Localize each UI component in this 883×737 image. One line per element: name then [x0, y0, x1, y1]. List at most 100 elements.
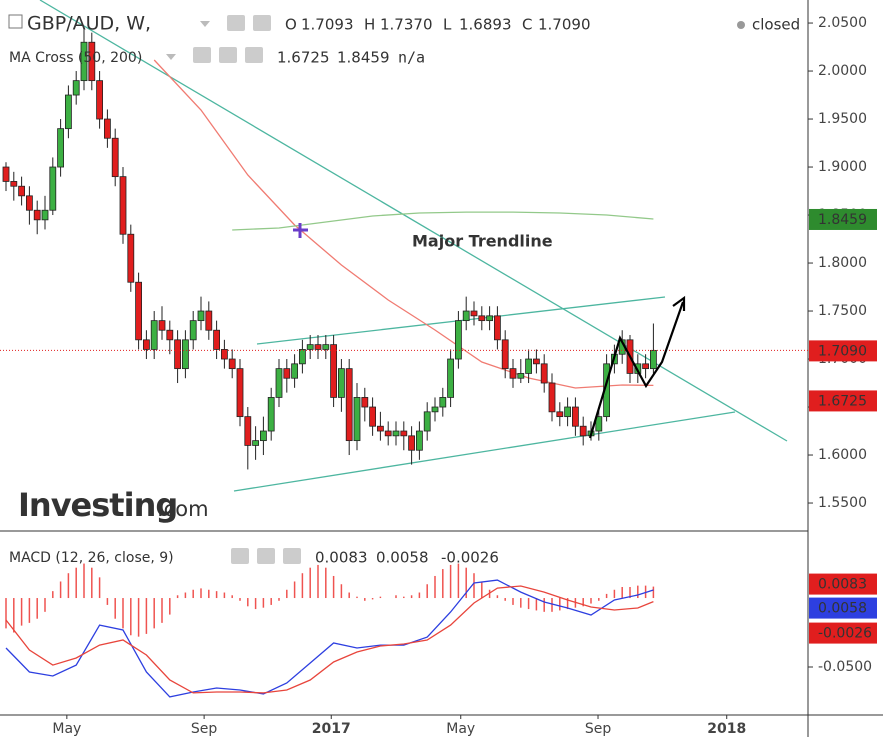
- icon[interactable]: [253, 15, 271, 31]
- annotation: Major Trendline: [412, 232, 553, 251]
- candle-body: [267, 397, 275, 432]
- candle-body: [361, 397, 369, 408]
- status-dot: [737, 21, 745, 29]
- ma-slow-reading: 1.8459: [337, 49, 390, 67]
- ohlc-key: O: [285, 16, 297, 34]
- candle-body: [509, 368, 517, 379]
- candle-body: [384, 430, 392, 437]
- candle-body: [275, 368, 283, 398]
- symbol: GBP/AUD, W,: [27, 13, 151, 35]
- candle-body: [158, 320, 166, 331]
- candle-body: [236, 368, 244, 418]
- candle-body: [595, 416, 603, 432]
- x-tick-label: 2018: [707, 721, 746, 737]
- candle-body: [376, 425, 384, 432]
- ohlc-value: 1.7090: [538, 16, 591, 34]
- price-tag: [809, 597, 877, 619]
- candle-body: [400, 430, 408, 437]
- candle-body: [532, 358, 540, 365]
- candle-body: [517, 373, 525, 379]
- indicator-title: MA Cross (50, 200): [9, 50, 142, 66]
- y-tick-label: -0.0500: [818, 659, 872, 675]
- x-tick-label: May: [446, 721, 475, 737]
- ohlc-value: 1.7093: [301, 16, 354, 34]
- candle-body: [119, 176, 127, 235]
- x-tick-label: Sep: [585, 721, 612, 737]
- watermark: Investing: [18, 486, 177, 524]
- projection-arrow: [588, 295, 686, 439]
- price-tag: [809, 208, 877, 230]
- macd-hist-reading: 0.0083: [315, 549, 368, 567]
- candle-body: [322, 344, 330, 350]
- icon[interactable]: [227, 15, 245, 31]
- icon[interactable]: [231, 548, 249, 564]
- candle-body: [478, 315, 486, 322]
- icon[interactable]: [193, 47, 211, 63]
- candle-body: [462, 310, 470, 322]
- candle-body: [447, 358, 454, 398]
- y-tick-label: 1.6000: [818, 447, 867, 463]
- candle-body: [493, 315, 501, 341]
- candle-body: [49, 166, 57, 211]
- candle-body: [564, 406, 571, 418]
- candle-body: [189, 320, 197, 341]
- y-tick-label: 1.9000: [818, 159, 867, 175]
- candle-body: [259, 430, 267, 442]
- candle-body: [353, 397, 361, 442]
- candle-body: [408, 435, 415, 451]
- candle-body: [103, 118, 111, 139]
- candle-body: [80, 41, 88, 82]
- candle-body: [439, 397, 447, 408]
- y-tick-label: 2.0000: [818, 63, 867, 79]
- y-tick-label: 2.0500: [818, 15, 867, 31]
- dropdown[interactable]: [166, 54, 176, 60]
- icon[interactable]: [245, 47, 263, 63]
- candle-body: [298, 349, 306, 365]
- price-tag: [809, 340, 877, 362]
- candle-body: [548, 382, 556, 413]
- candle-body: [431, 406, 439, 413]
- candle-body: [415, 430, 423, 451]
- candle-body: [423, 411, 431, 432]
- macd-title: MACD (12, 26, close, 9): [9, 550, 174, 566]
- candle-body: [228, 358, 236, 370]
- x-tick-label: Sep: [191, 721, 218, 737]
- icon[interactable]: [283, 548, 301, 564]
- candle-body: [220, 349, 228, 360]
- candle-body: [96, 80, 103, 120]
- candle-body: [18, 185, 25, 197]
- candle-body: [283, 368, 291, 379]
- candle-body: [64, 94, 72, 130]
- indicator-line: [5, 579, 654, 698]
- header-icons: [193, 15, 301, 564]
- dropdown[interactable]: [200, 21, 210, 27]
- candle-body: [111, 137, 119, 178]
- candle-body: [291, 363, 298, 379]
- candle-body: [501, 339, 509, 370]
- ohlc-value: 1.7370: [380, 16, 433, 34]
- candle-body: [556, 411, 564, 418]
- collapse-icon[interactable]: [8, 14, 23, 29]
- candle-body: [650, 349, 657, 370]
- icon[interactable]: [257, 548, 275, 564]
- candle-body: [72, 80, 80, 96]
- candle-body: [205, 310, 213, 331]
- candle-body: [127, 233, 135, 283]
- candle-body: [572, 406, 579, 427]
- icon[interactable]: [219, 47, 237, 63]
- candle-body: [525, 358, 532, 374]
- price-tag-label: 1.7090: [818, 343, 867, 359]
- candle-body: [369, 406, 376, 427]
- candle-body: [142, 339, 150, 350]
- ohlc-key: H: [364, 16, 375, 34]
- y-tick-label: 1.8000: [818, 255, 867, 271]
- ohlc-legend: O 1.7093 H 1.7370 L 1.6893 C 1.7090: [285, 16, 591, 34]
- macd-reading: 0.0058: [376, 549, 429, 567]
- candle-body: [314, 344, 322, 350]
- x-tick-label: 2017: [312, 721, 351, 737]
- candle-body: [642, 363, 650, 370]
- candle-body: [10, 181, 18, 187]
- arrow-line: [588, 301, 685, 439]
- candle-body: [25, 195, 33, 211]
